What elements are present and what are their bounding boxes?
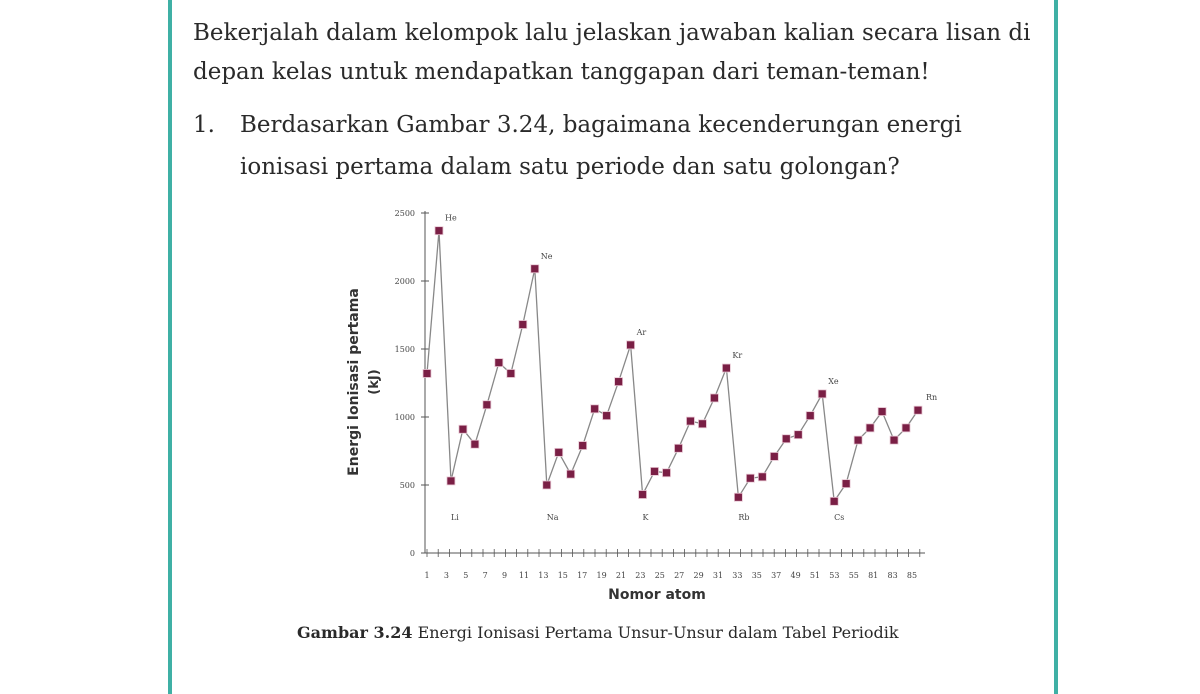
x-tick-label: 53 [829, 571, 839, 580]
element-label-k: K [643, 513, 650, 522]
data-point [566, 469, 576, 479]
y-tick-label: 2000 [395, 277, 415, 286]
x-tick-label: 49 [791, 571, 801, 580]
data-point [769, 452, 779, 461]
element-label-ar: Ar [636, 328, 647, 337]
x-axis-label: Nomor atom [608, 587, 706, 603]
data-point [889, 435, 899, 445]
data-point [865, 423, 875, 433]
x-tick-label: 1 [424, 571, 429, 580]
x-tick-label: 15 [558, 571, 568, 580]
content-frame [168, 0, 1058, 694]
element-label-ne: Ne [541, 252, 553, 261]
data-point [482, 400, 492, 410]
x-tick-label: 25 [655, 571, 665, 580]
data-point [650, 466, 659, 476]
data-point [698, 419, 707, 429]
data-point [781, 434, 791, 444]
figure-caption: Gambar 3.24 Energi Ionisasi Pertama Unsu… [297, 622, 997, 644]
data-point [626, 340, 635, 350]
question-number: 1. [193, 112, 215, 138]
y-tick-label: 0 [410, 549, 415, 558]
element-label-na: Na [547, 513, 559, 522]
data-point [662, 468, 671, 478]
x-tick-label: 7 [483, 571, 488, 580]
element-label-kr: Kr [732, 351, 742, 360]
element-label-rn: Rn [926, 393, 937, 402]
element-label-rb: Rb [738, 513, 749, 522]
data-point [614, 377, 624, 387]
x-tick-label: 13 [538, 571, 548, 580]
x-tick-label: 83 [888, 571, 898, 580]
x-tick-label: 3 [444, 571, 449, 580]
data-point [829, 496, 839, 506]
data-point [745, 473, 755, 483]
data-point [913, 405, 923, 415]
caption-label: Gambar 3.24 [297, 623, 413, 642]
data-point [602, 411, 612, 421]
intro-paragraph: Bekerjalah dalam kelompok lalu jelaskan … [193, 20, 1031, 85]
x-tick-label: 37 [771, 571, 781, 580]
data-point [757, 472, 767, 482]
x-tick-label: 5 [463, 571, 468, 580]
x-tick-label: 9 [502, 571, 507, 580]
data-point [542, 480, 552, 490]
data-point [494, 358, 504, 368]
data-point [877, 407, 887, 416]
data-point [805, 411, 815, 421]
data-point [446, 476, 456, 486]
x-tick-label: 19 [597, 571, 607, 580]
y-axis-unit: (kJ) [367, 369, 382, 394]
x-tick-label: 17 [577, 571, 587, 580]
data-point [638, 490, 647, 499]
data-point [686, 416, 695, 426]
data-point [458, 424, 468, 434]
caption-text: Energi Ionisasi Pertama Unsur-Unsur dala… [412, 623, 899, 642]
data-point [817, 389, 827, 399]
data-point [793, 430, 803, 440]
x-tick-label: 31 [713, 571, 723, 580]
data-point [422, 369, 432, 378]
x-tick-label: 85 [907, 571, 917, 580]
data-point [841, 479, 851, 489]
data-point [506, 369, 516, 378]
question-text: Berdasarkan Gambar 3.24, bagaimana kecen… [240, 112, 962, 180]
data-point [434, 226, 444, 236]
y-tick-label: 2500 [395, 209, 415, 218]
y-tick-label: 1500 [395, 345, 415, 354]
element-label-xe: Xe [828, 377, 839, 386]
y-tick-label: 500 [400, 481, 415, 490]
x-tick-label: 51 [810, 571, 820, 580]
data-point [554, 447, 564, 457]
x-tick-label: 29 [694, 571, 704, 580]
data-point [530, 264, 540, 274]
data-point [590, 404, 600, 414]
x-tick-label: 55 [849, 571, 859, 580]
data-point [578, 441, 588, 450]
data-point [710, 393, 719, 403]
x-tick-label: 23 [635, 571, 645, 580]
x-tick-label: 81 [868, 571, 878, 580]
data-point [721, 363, 731, 373]
data-point [518, 320, 528, 329]
y-axis-label: Energi Ionisasi pertama [346, 288, 362, 476]
y-tick-label: 1000 [395, 413, 415, 422]
element-label-li: Li [451, 513, 459, 522]
x-tick-label: 21 [616, 571, 626, 580]
data-point [733, 492, 743, 502]
data-point [853, 435, 863, 445]
x-tick-label: 35 [752, 571, 762, 580]
data-point [470, 439, 480, 449]
x-tick-label: 11 [519, 571, 529, 580]
data-point [674, 443, 683, 453]
data-point [901, 423, 911, 433]
element-label-cs: Cs [834, 513, 844, 522]
x-tick-label: 27 [674, 571, 684, 580]
element-label-he: He [445, 214, 457, 223]
x-tick-label: 33 [732, 571, 742, 580]
